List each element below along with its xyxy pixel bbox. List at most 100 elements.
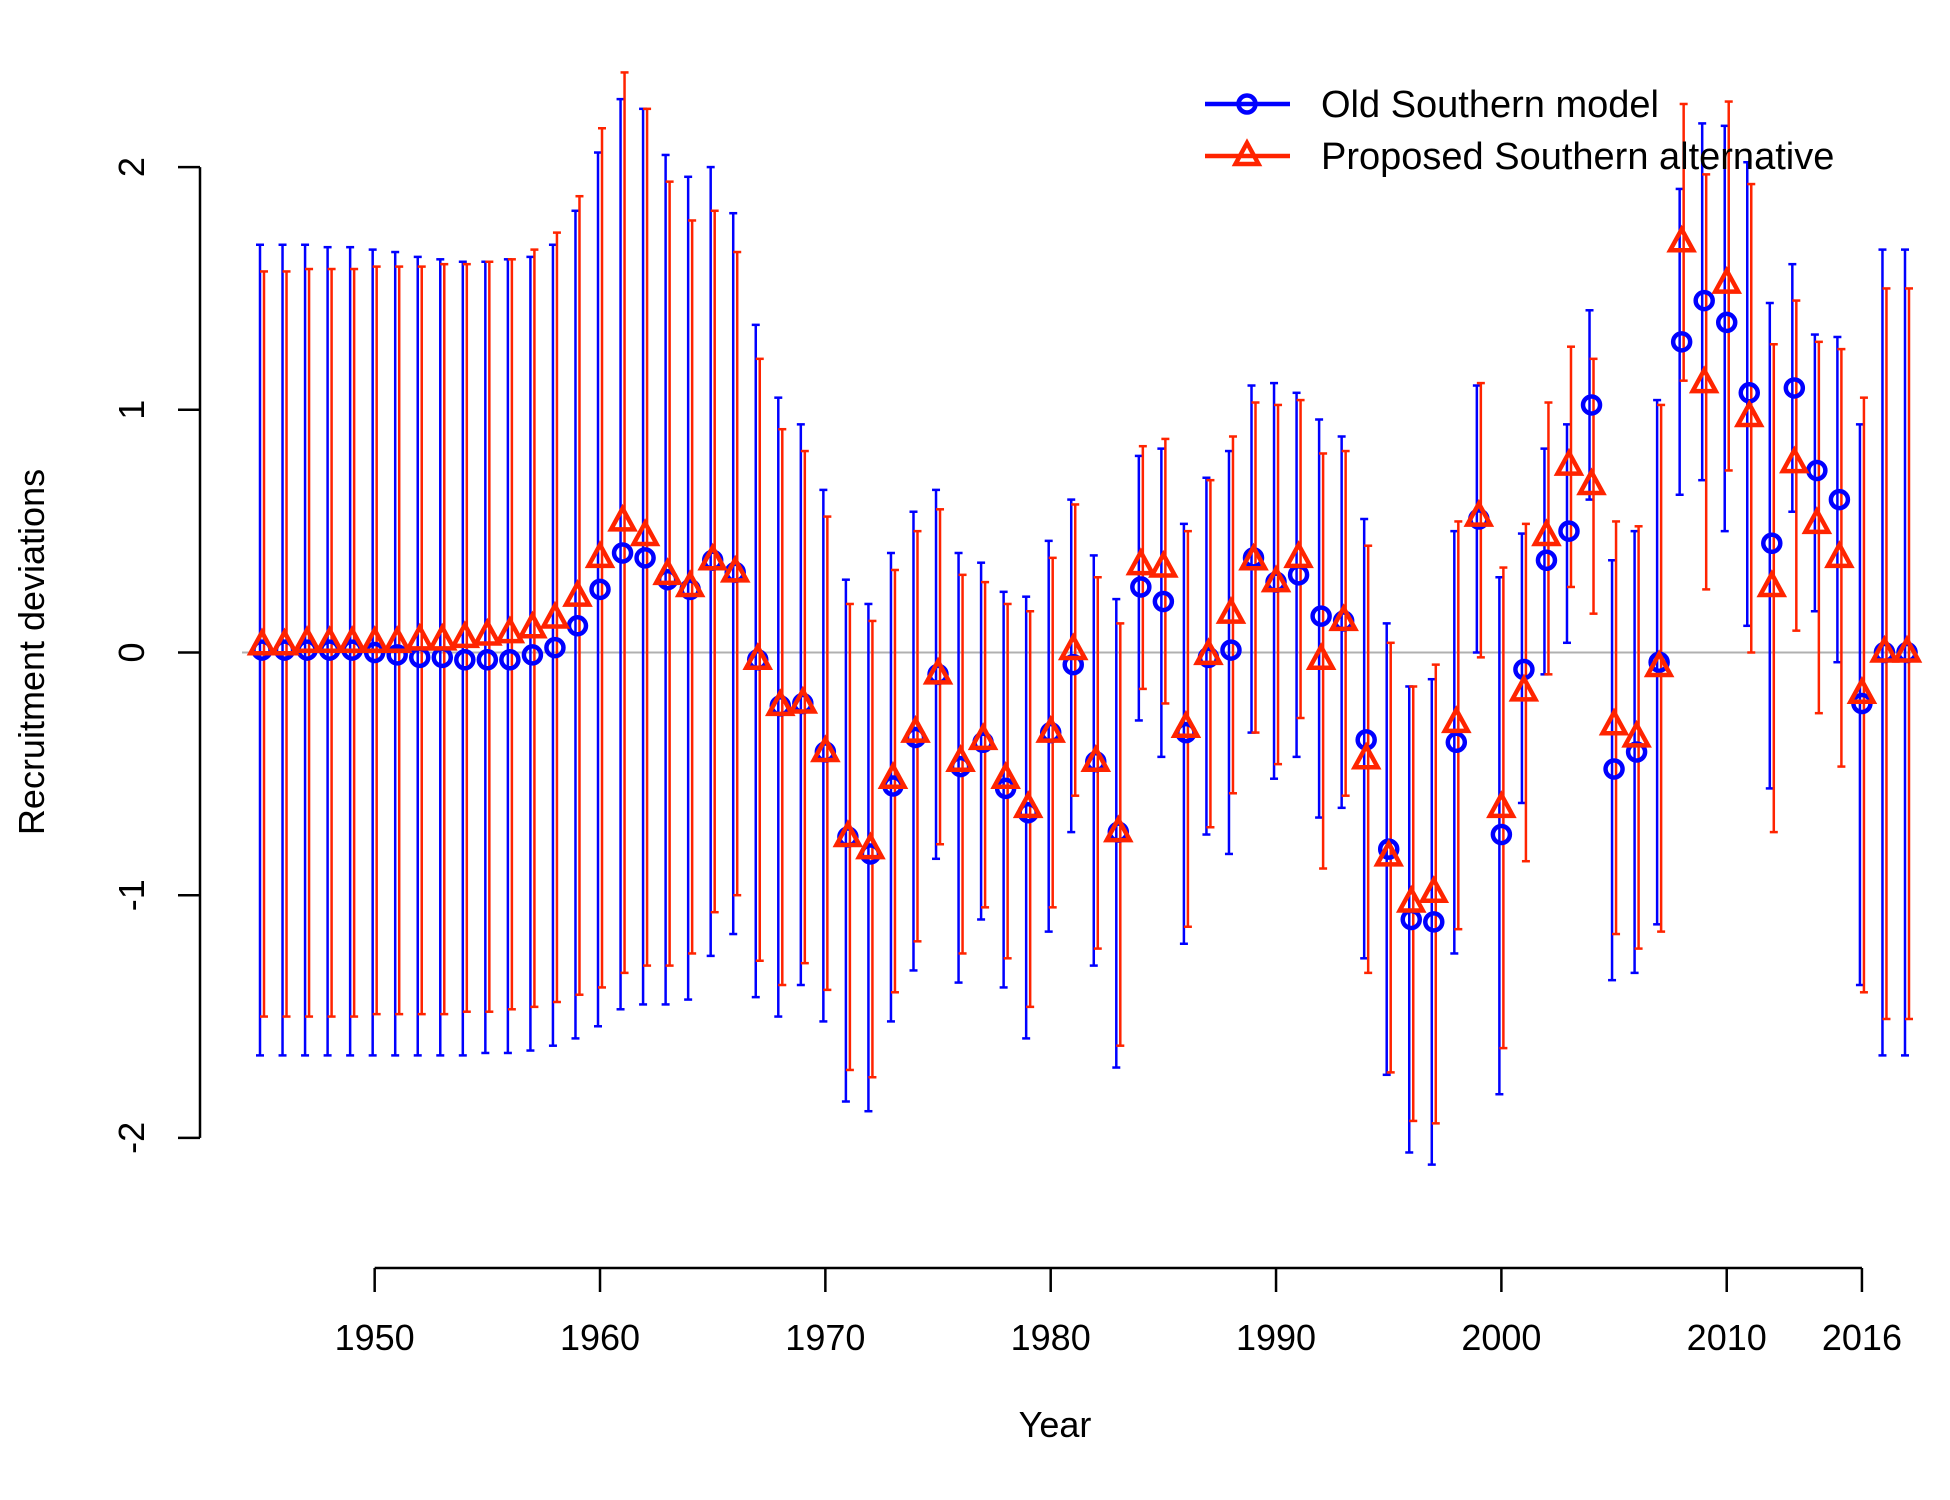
data-point-triangle — [359, 625, 390, 654]
data-point-circle — [1580, 394, 1603, 416]
data-point-triangle — [539, 600, 571, 629]
data-point-triangle — [291, 625, 323, 654]
data-point-circle — [1783, 377, 1806, 399]
data-point-triangle — [1238, 542, 1269, 571]
data-point-triangle — [381, 625, 413, 654]
data-point-triangle — [1643, 649, 1675, 678]
data-point-triangle — [787, 685, 819, 714]
data-point-triangle — [1486, 790, 1517, 819]
data-point-triangle — [855, 831, 886, 860]
data-point-triangle — [1441, 705, 1472, 734]
data-point-circle — [1670, 331, 1693, 353]
data-point-circle — [521, 644, 544, 666]
data-point-triangle — [1756, 569, 1788, 598]
data-point-triangle — [832, 819, 864, 848]
y-tick-label: 0 — [111, 642, 152, 662]
data-point-triangle — [990, 761, 1021, 789]
data-point-triangle — [1463, 498, 1495, 527]
data-point-triangle — [1148, 549, 1179, 578]
legend: Old Southern model Proposed Southern alte… — [1205, 84, 1834, 178]
data-point-triangle — [1846, 676, 1878, 704]
data-point-circle — [611, 542, 634, 564]
data-point-triangle — [1531, 518, 1562, 547]
data-point-triangle — [1035, 714, 1066, 743]
data-point-circle — [589, 578, 611, 601]
data-point-triangle — [877, 761, 909, 789]
data-point-circle — [1423, 911, 1445, 933]
data-point-triangle — [764, 688, 796, 717]
data-point-triangle — [1057, 632, 1089, 661]
data-point-circle — [1828, 488, 1851, 511]
data-point-triangle — [1598, 707, 1630, 736]
data-point-triangle — [517, 610, 548, 639]
data-point-circle — [408, 646, 431, 669]
data-point-circle — [1806, 459, 1828, 482]
legend-triangle-marker — [1231, 138, 1263, 167]
x-tick-label: 1980 — [1011, 1317, 1091, 1358]
data-point-circle — [1738, 382, 1761, 404]
data-point-triangle — [562, 578, 593, 607]
y-axis-title: Recruitment deviations — [11, 469, 52, 835]
data-point-circle — [1130, 576, 1152, 598]
data-point-circle — [1535, 549, 1558, 572]
x-tick-label: 1950 — [335, 1317, 415, 1358]
legend-entry: Proposed Southern alternative — [1205, 136, 1834, 178]
data-point-triangle — [1666, 224, 1697, 253]
data-point-circle — [1152, 590, 1175, 613]
data-point-triangle — [1418, 875, 1450, 904]
error-bar-layer — [256, 71, 1913, 1166]
legend-label: Proposed Southern alternative — [1321, 136, 1834, 178]
data-point-triangle — [336, 625, 368, 654]
y-tick-label: -2 — [111, 1122, 152, 1154]
data-point-triangle — [1711, 265, 1743, 294]
data-point-circle — [1310, 605, 1332, 627]
data-point-circle — [499, 649, 521, 671]
legend-circle-marker — [1236, 93, 1258, 115]
x-tick-label: 2016 — [1822, 1317, 1902, 1358]
data-point-triangle — [426, 622, 458, 651]
data-point-triangle — [1576, 467, 1607, 496]
data-point-circle — [1287, 564, 1310, 586]
data-point-circle — [1603, 758, 1625, 780]
x-axis-title: Year — [1019, 1404, 1092, 1445]
data-point-triangle — [697, 542, 728, 571]
data-point-circle — [386, 644, 408, 666]
marker-layer — [246, 224, 1923, 933]
data-point-circle — [544, 636, 566, 659]
data-point-triangle — [1508, 673, 1540, 702]
data-point-circle — [431, 646, 454, 669]
data-point-triangle — [607, 503, 638, 532]
data-point-triangle — [1125, 547, 1157, 576]
data-point-circle — [566, 615, 589, 637]
axes-layer: -2 -1 0 1 2 1950 1960 1970 1980 1990 2000 2010 2016 — [111, 157, 1902, 1358]
data-point-triangle — [1373, 838, 1405, 867]
data-point-triangle — [246, 627, 278, 656]
data-point-triangle — [1395, 884, 1427, 913]
data-point-circle — [1693, 289, 1715, 312]
y-tick-label: -1 — [111, 879, 152, 911]
y-tick-label: 1 — [111, 400, 152, 420]
data-point-triangle — [1869, 634, 1900, 663]
y-tick-label: 2 — [111, 157, 152, 177]
data-point-triangle — [742, 642, 774, 671]
data-point-circle — [1490, 823, 1513, 846]
data-point-triangle — [314, 625, 345, 654]
data-point-triangle — [449, 620, 481, 649]
data-point-triangle — [967, 722, 999, 751]
data-point-triangle — [629, 518, 661, 547]
data-point-triangle — [652, 557, 683, 586]
data-point-circle — [454, 649, 476, 671]
data-point-circle — [634, 547, 656, 569]
data-point-triangle — [1553, 447, 1585, 476]
data-point-circle — [1761, 532, 1783, 555]
data-point-circle — [1445, 731, 1468, 754]
data-point-triangle — [1215, 595, 1247, 624]
data-point-triangle — [674, 569, 706, 598]
data-point-triangle — [922, 656, 954, 685]
data-point-triangle — [494, 615, 526, 644]
data-point-triangle — [584, 540, 616, 569]
data-point-circle — [1400, 908, 1422, 931]
data-point-circle — [476, 649, 499, 671]
data-point-triangle — [1012, 790, 1044, 819]
